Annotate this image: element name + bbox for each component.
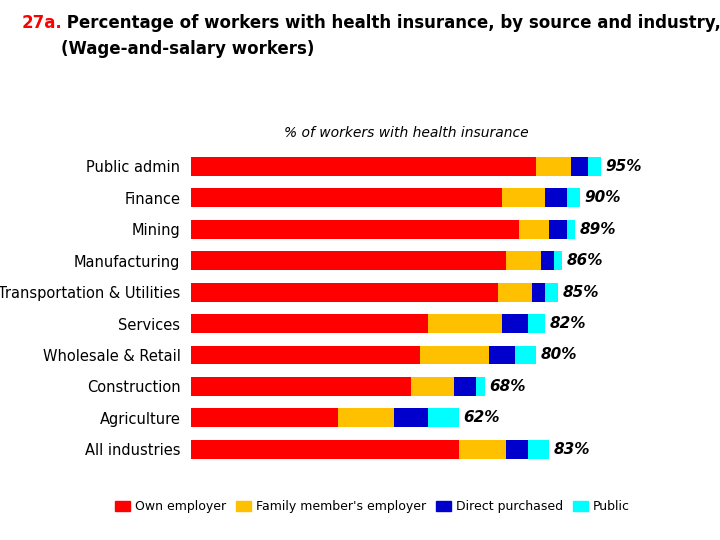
Text: 89%: 89% [580,221,616,237]
Bar [567,220,575,239]
Bar [191,188,502,207]
Text: 90%: 90% [584,190,621,205]
Bar [502,314,528,333]
Bar [545,282,558,301]
Bar [515,346,536,365]
Bar [191,282,498,301]
Text: 85%: 85% [562,285,599,300]
Bar [567,188,580,207]
Bar [528,314,545,333]
Bar [532,282,545,301]
Bar [428,408,459,427]
Bar [498,282,532,301]
Text: 68%: 68% [489,379,526,394]
Bar [549,220,567,239]
Bar [554,251,562,270]
Bar [454,377,476,396]
Bar [588,157,601,176]
Bar [191,220,519,239]
Bar [506,251,541,270]
Bar [506,440,528,459]
Text: 83%: 83% [554,442,590,457]
Text: 62%: 62% [463,410,500,426]
Text: 86%: 86% [567,253,603,268]
Bar [191,408,338,427]
Text: 95%: 95% [606,159,642,174]
Bar [476,377,485,396]
Bar [420,346,489,365]
Bar [519,220,549,239]
Legend: Own employer, Family member's employer, Direct purchased, Public: Own employer, Family member's employer, … [109,496,635,518]
Bar [489,346,515,365]
Bar [545,188,567,207]
Text: (Wage-and-salary workers): (Wage-and-salary workers) [61,40,315,58]
Text: Percentage of workers with health insurance, by source and industry, 2010: Percentage of workers with health insura… [61,14,720,31]
Bar [191,251,506,270]
Bar [541,251,554,270]
Bar [191,346,420,365]
Text: 80%: 80% [541,347,577,362]
Text: 27a.: 27a. [22,14,63,31]
Bar [394,408,428,427]
Bar [528,440,549,459]
Bar [191,314,428,333]
Bar [536,157,571,176]
Text: 82%: 82% [549,316,586,331]
Bar [502,188,545,207]
X-axis label: % of workers with health insurance: % of workers with health insurance [284,126,529,140]
Bar [571,157,588,176]
Bar [191,440,459,459]
Bar [428,314,502,333]
Bar [191,377,411,396]
Bar [191,157,536,176]
Bar [338,408,394,427]
Bar [459,440,506,459]
Bar [411,377,454,396]
